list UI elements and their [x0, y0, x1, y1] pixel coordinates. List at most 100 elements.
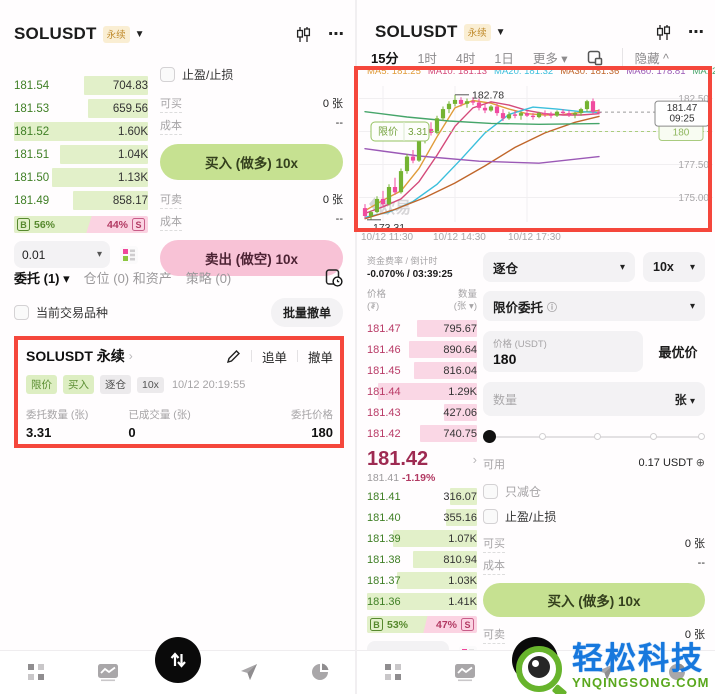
grid-icon[interactable] — [26, 662, 48, 684]
orderbook-row[interactable]: 181.42 740.75 — [367, 423, 477, 444]
orderbook-row[interactable]: 181.50 1.13K — [14, 166, 148, 189]
tab-仓位(0)和资产[interactable]: 仓位 (0) 和资产 — [83, 271, 172, 286]
candlestick-chart-icon[interactable] — [655, 24, 672, 41]
current-instrument-filter[interactable]: 当前交易品种 — [14, 304, 108, 321]
symbol-title[interactable]: SOLUSDT — [375, 22, 458, 41]
margin-mode-select[interactable]: 逐仓 ▾ — [483, 252, 635, 282]
book-price: 181.41 — [367, 490, 401, 503]
order-tags: 限价 买入 逐仓 10x 10/12 20:19:55 — [26, 375, 333, 394]
orderbook-row[interactable]: 181.52 1.60K — [14, 120, 148, 143]
orderbook-row[interactable]: 181.37 1.03K — [367, 570, 477, 591]
markets-chart-icon[interactable] — [97, 662, 119, 684]
watermark-logo-icon — [514, 644, 568, 694]
orderbook-row[interactable]: 181.46 890.64 — [367, 339, 477, 360]
orderbook-row[interactable]: 181.36 1.41K — [367, 591, 477, 612]
candlestick-chart-icon[interactable] — [295, 26, 312, 43]
batch-cancel-button[interactable]: 批量撤单 — [270, 298, 343, 327]
tab-策略(0)[interactable]: 策略 (0) — [185, 271, 232, 286]
order-type-select[interactable]: 限价委托 ⓘ ▾ — [483, 291, 705, 321]
last-price-block[interactable]: 181.42 › 181.41 -1.19% — [367, 448, 477, 484]
orderbook-left: 181.54 704.83 181.53 659.56 181.52 1.60K 181.5… — [14, 74, 148, 212]
orderbook-row[interactable]: 181.47 795.67 — [367, 318, 477, 339]
book-amount: 858.17 — [112, 194, 148, 207]
quantity-unit-select[interactable]: 张 ▾ — [674, 392, 695, 407]
right-trade-panel: SOLUSDT 永续 ▼ ⋯ 15分 1时 4时 1日 更多 ▾ 隐藏 ^ MA5: 18… — [357, 0, 715, 694]
tp-sl-checkbox[interactable]: 止盈/止损 — [483, 508, 705, 525]
checkbox-icon[interactable] — [160, 67, 175, 82]
symbol-caret-icon[interactable]: ▼ — [495, 26, 506, 38]
amount-slider[interactable] — [483, 430, 705, 444]
book-amount: 795.67 — [443, 322, 477, 335]
buy-long-button[interactable]: 买入 (做多) 10x — [483, 583, 705, 617]
orderbook-row[interactable]: 181.54 704.83 — [14, 74, 148, 97]
chart-style-icon[interactable] — [587, 50, 603, 66]
discover-compass-icon[interactable] — [596, 662, 618, 684]
symbol-title[interactable]: SOLUSDT — [14, 24, 97, 43]
orderbook-row[interactable]: 181.44 1.29K — [367, 381, 477, 402]
orderbook-row[interactable]: 181.41 316.07 — [367, 486, 477, 507]
slider-handle[interactable] — [483, 430, 496, 443]
order-history-icon[interactable] — [324, 268, 343, 287]
edit-order-icon[interactable] — [226, 349, 241, 364]
depth-style-icon[interactable] — [120, 245, 138, 264]
reduce-only-checkbox[interactable]: 只减仓 — [483, 483, 705, 500]
timeframe-1日[interactable]: 1日 — [494, 52, 514, 66]
assets-pie-icon[interactable] — [310, 662, 332, 684]
field-value: 180 — [311, 425, 333, 440]
checkbox-icon[interactable] — [483, 484, 498, 499]
availability-row: 可买 0 张 — [160, 95, 343, 113]
book-amount-unit[interactable]: (张 ▾) — [453, 301, 477, 312]
tick-size-select[interactable]: 0.01 ▾ — [14, 241, 110, 268]
availability-row: 可卖 0 张 — [483, 626, 705, 644]
leverage-select[interactable]: 10x ▾ — [643, 252, 705, 282]
ma-label: MA30: 181.36 — [560, 66, 620, 77]
buy-long-button[interactable]: 买入 (做多) 10x — [160, 144, 343, 180]
order-symbol[interactable]: SOLUSDT 永续 — [26, 348, 125, 364]
sell-short-button[interactable]: 卖出 (做空) 10x — [160, 240, 343, 276]
checkbox-icon[interactable] — [483, 509, 498, 524]
book-price: 181.47 — [367, 322, 401, 335]
book-amount: 740.75 — [443, 427, 477, 440]
funding-rate-value: -0.070% / 03:39:25 — [367, 269, 453, 280]
book-amount: 1.07K — [448, 532, 477, 545]
orderbook-row[interactable]: 181.53 659.56 — [14, 97, 148, 120]
cancel-order-button[interactable]: 撤单 — [307, 350, 333, 365]
best-price-button[interactable]: 最优价 — [658, 345, 698, 360]
orderbook-row[interactable]: 181.40 355.16 — [367, 507, 477, 528]
trade-arrows-icon[interactable] — [155, 637, 201, 683]
orderbook-row[interactable]: 181.45 816.04 — [367, 360, 477, 381]
timeframe-more[interactable]: 更多 ▾ — [532, 52, 568, 66]
timeframe-4时[interactable]: 4时 — [455, 52, 476, 66]
book-amount: 816.04 — [443, 364, 477, 377]
limit-order-tag: 限价 3.31 — [370, 121, 430, 142]
orderbook-row[interactable]: 181.39 1.07K — [367, 528, 477, 549]
timeframe-1时[interactable]: 1时 — [417, 52, 437, 66]
price-input[interactable]: 价格 (USDT) 180 — [483, 331, 643, 372]
order-tag: 10x — [137, 376, 164, 393]
orderbook-row[interactable]: 181.38 810.94 — [367, 549, 477, 570]
assets-pie-icon[interactable] — [667, 662, 689, 684]
chase-order-button[interactable]: 追单 — [261, 350, 287, 365]
info-icon[interactable]: ⓘ — [547, 302, 558, 314]
more-menu-icon[interactable]: ⋯ — [688, 24, 705, 41]
more-menu-icon[interactable]: ⋯ — [328, 26, 345, 43]
ma-label: MA10: 181.13 — [427, 66, 488, 77]
orderbook-row[interactable]: 181.51 1.04K — [14, 143, 148, 166]
orderbook-row[interactable]: 181.49 858.17 — [14, 189, 148, 212]
orderbook-row[interactable]: 181.43 427.06 — [367, 402, 477, 423]
grid-icon[interactable] — [383, 662, 405, 684]
discover-compass-icon[interactable] — [239, 662, 261, 684]
tp-sl-checkbox-row[interactable]: 止盈/止损 — [160, 66, 343, 83]
quantity-input[interactable]: 数量 张 ▾ — [483, 382, 705, 416]
availability-value: 0 张 — [322, 98, 343, 110]
markets-chart-icon[interactable] — [454, 662, 476, 684]
tab-委托(1)[interactable]: 委托 (1) ▾ — [14, 271, 70, 286]
checkbox-icon[interactable] — [14, 305, 29, 320]
hide-chart-button[interactable]: 隐藏 ^ — [621, 48, 669, 67]
buy-availability: 可买 0 张成本 -- — [160, 95, 343, 135]
symbol-caret-icon[interactable]: ▼ — [134, 28, 145, 40]
timeframe-15分[interactable]: 15分 — [371, 51, 399, 66]
transfer-icon[interactable]: ⊕ — [695, 457, 705, 469]
book-price: 181.44 — [367, 385, 401, 398]
